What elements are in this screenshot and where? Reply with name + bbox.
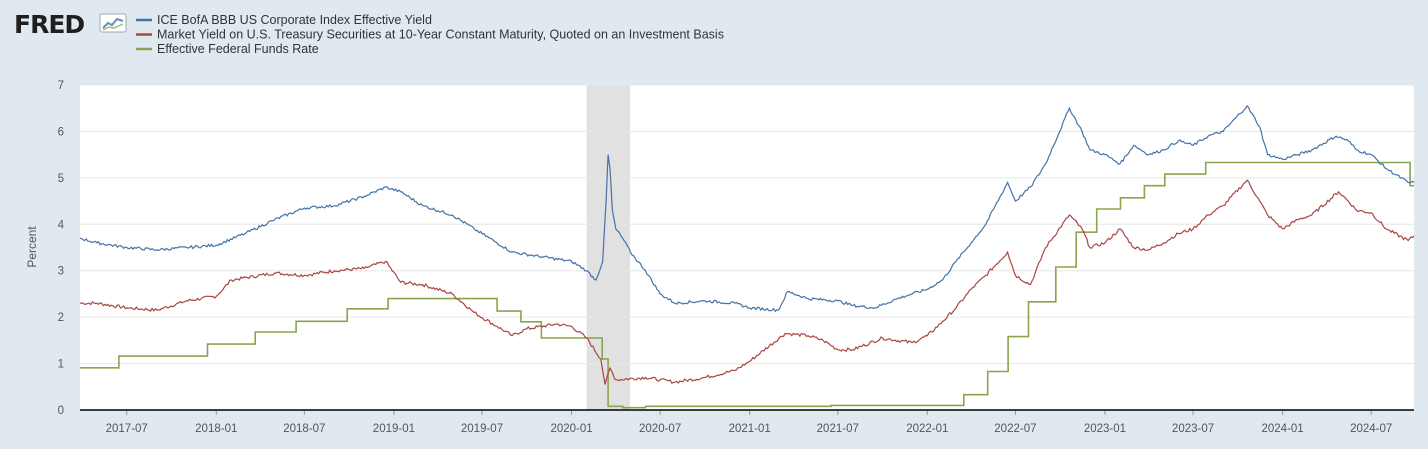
recession-shading: [586, 85, 630, 410]
y-tick-label: 2: [58, 312, 64, 324]
series-lines: [79, 104, 1415, 409]
fred-logo: FRED: [14, 10, 127, 39]
y-tick-label: 6: [58, 126, 64, 138]
x-tick-label: 2018-07: [283, 423, 325, 435]
x-tick-label: 2023-01: [1084, 423, 1126, 435]
x-tick-label: 2017-07: [106, 423, 148, 435]
x-tick-label: 2024-01: [1261, 423, 1303, 435]
y-tick-label: 4: [58, 219, 65, 231]
x-tick-label: 2021-07: [817, 423, 859, 435]
fred-logo-text: FRED: [14, 10, 84, 39]
y-tick-label: 7: [58, 80, 64, 92]
series-line-bbb-corporate-yield: [79, 104, 1415, 313]
y-axis-ticks: 0 1 2 3 4 5 6 7: [58, 80, 65, 417]
y-tick-label: 0: [58, 405, 64, 417]
x-tick-label: 2021-01: [729, 423, 771, 435]
y-tick-label: 1: [58, 359, 64, 371]
x-tick-label: 2018-01: [195, 423, 237, 435]
legend-item-label: Market Yield on U.S. Treasury Securities…: [157, 28, 724, 42]
plot-area: [80, 85, 1414, 410]
fred-chart-icon: [99, 13, 127, 33]
y-tick-label: 3: [58, 266, 64, 278]
series-line-treasury-10-year-yield: [80, 179, 1415, 385]
x-tick-label: 2022-01: [906, 423, 948, 435]
series-line-effective-federal-funds-rate: [80, 161, 1414, 409]
y-axis-label: Percent: [25, 226, 39, 268]
x-tick-label: 2019-07: [461, 423, 503, 435]
y-tick-label: 5: [58, 173, 64, 185]
x-tick-label: 2024-07: [1350, 423, 1392, 435]
x-axis-ticks: 2017-07 2018-01 2018-07 2019-01 2019-07 2020-…: [106, 410, 1392, 435]
legend: ICE BofA BBB US Corporate Index Effectiv…: [136, 13, 724, 56]
legend-item-label: ICE BofA BBB US Corporate Index Effectiv…: [157, 13, 432, 27]
x-tick-label: 2019-01: [373, 423, 415, 435]
x-tick-label: 2020-07: [639, 423, 681, 435]
x-tick-label: 2023-07: [1172, 423, 1214, 435]
legend-item-label: Effective Federal Funds Rate: [157, 42, 319, 56]
x-tick-label: 2022-07: [994, 423, 1036, 435]
gridlines: [80, 84, 1414, 365]
x-tick-label: 2020-01: [550, 423, 592, 435]
